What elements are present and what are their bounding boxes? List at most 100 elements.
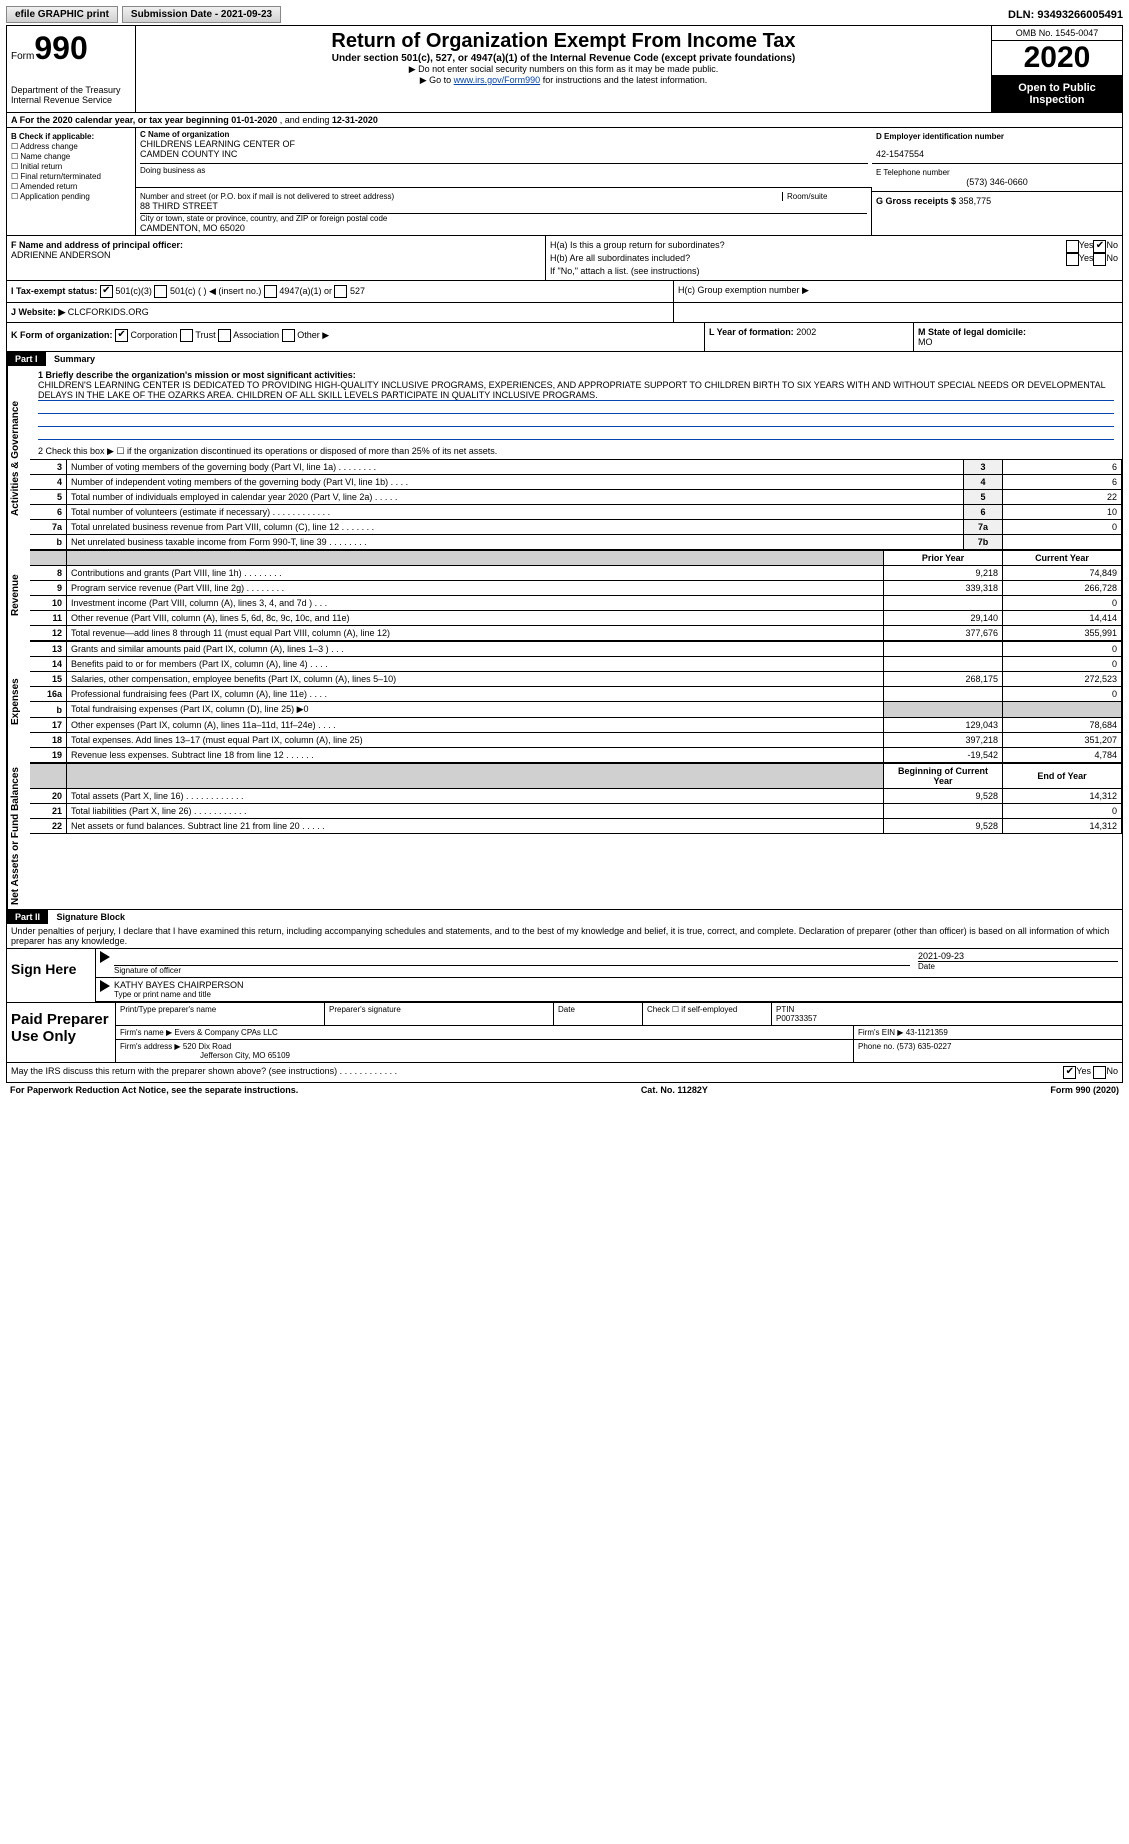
room-label: Room/suite [782,192,867,201]
firm-name-value: Evers & Company CPAs LLC [174,1028,277,1037]
section-c: C Name of organization CHILDRENS LEARNIN… [136,128,872,235]
chk-527[interactable] [334,285,347,298]
org-name-box: C Name of organization CHILDRENS LEARNIN… [136,128,872,188]
firm-addr1: 520 Dix Road [183,1042,231,1051]
meta-grid: B Check if applicable: ☐ Address change … [7,128,1122,236]
summary-gov: Activities & Governance 1 Briefly descri… [7,366,1122,550]
mission-block: 1 Briefly describe the organization's mi… [30,366,1122,444]
paid-preparer-label: Paid Preparer Use Only [7,1003,115,1062]
vtab-netassets: Net Assets or Fund Balances [7,763,30,909]
sig-name-label: Type or print name and title [114,990,1118,999]
firm-phone-value: (573) 635-0227 [897,1042,952,1051]
cb-name-change[interactable]: ☐ Name change [11,152,131,161]
hb-label: H(b) Are all subordinates included? [550,253,1066,266]
org-name-1: CHILDRENS LEARNING CENTER OF [140,139,868,149]
cb-lbl-0: Address change [20,142,78,151]
vtab-expenses: Expenses [7,641,30,763]
dln: DLN: 93493266005491 [1008,9,1123,21]
section-hc: H(c) Group exemption number ▶ [674,281,1122,302]
cb-amended[interactable]: ☐ Amended return [11,182,131,191]
line-a-prefix: A For the 2020 calendar year, or tax yea… [11,115,231,125]
chk-other[interactable] [282,329,295,342]
ha-yes-lbl: Yes [1079,240,1094,253]
opt-assoc: Association [233,330,279,340]
revenue-table: Prior YearCurrent Year8Contributions and… [30,550,1122,641]
firm-ein-value: 43-1121359 [906,1028,948,1037]
ha-no[interactable] [1093,240,1106,253]
chk-4947[interactable] [264,285,277,298]
discuss-yes[interactable] [1063,1066,1076,1079]
form-number: 990 [34,30,87,66]
dln-label: DLN: [1008,9,1037,21]
section-b-title: B Check if applicable: [11,132,94,141]
hb-no[interactable] [1093,253,1106,266]
tel-box: E Telephone number (573) 346-0660 [872,164,1122,192]
prep-date-label: Date [554,1003,643,1025]
website-value: CLCFORKIDS.ORG [68,307,149,317]
section-m: M State of legal domicile:MO [914,323,1122,351]
sign-here-row: Sign Here Signature of officer 2021-09-2… [7,949,1122,1002]
footer-right: Form 990 (2020) [1050,1085,1119,1095]
arrow-icon [100,951,110,963]
chk-501c[interactable] [154,285,167,298]
sig-officer-value[interactable] [114,951,910,966]
form-word: Form [11,51,34,62]
gross-value: 358,775 [959,196,992,206]
address-row: Number and street (or P.O. box if mail i… [136,188,872,235]
chk-assoc[interactable] [218,329,231,342]
ein-value: 42-1547554 [876,149,1118,159]
open-to-public: Open to Public Inspection [992,76,1122,112]
section-f: F Name and address of principal officer:… [7,236,546,280]
goto-note: ▶ Go to www.irs.gov/Form990 for instruct… [140,75,987,86]
discuss-no[interactable] [1093,1066,1106,1079]
sig-officer-line: Signature of officer 2021-09-23 Date [96,949,1122,978]
part-i-tag: Part I [7,352,46,366]
goto-pre: ▶ Go to [420,75,454,85]
hb-no-lbl: No [1106,253,1118,266]
part-ii-tag: Part II [7,910,48,924]
section-h: H(a) Is this a group return for subordin… [546,236,1122,280]
mission-blank1 [38,401,1114,414]
city-label: City or town, state or province, country… [140,214,867,223]
ptin-label: PTIN [776,1005,1118,1014]
chk-trust[interactable] [180,329,193,342]
efile-button[interactable]: efile GRAPHIC print [6,6,118,23]
gross-box: G Gross receipts $ 358,775 [872,192,1122,210]
chk-501c3[interactable] [100,285,113,298]
arrow-icon-2 [100,980,110,992]
discuss-no-lbl: No [1106,1066,1118,1079]
cb-app-pending[interactable]: ☐ Application pending [11,192,131,201]
cb-lbl-5: Application pending [20,192,90,201]
dln-value: 93493266005491 [1037,9,1123,21]
cb-address-change[interactable]: ☐ Address change [11,142,131,151]
governance-table: 3Number of voting members of the governi… [30,459,1122,550]
summary-exp: Expenses 13Grants and similar amounts pa… [7,641,1122,763]
form-subtitle: Under section 501(c), 527, or 4947(a)(1)… [140,53,987,64]
opt-4947: 4947(a)(1) or [279,286,332,296]
officer-name: ADRIENNE ANDERSON [11,250,541,260]
submission-button[interactable]: Submission Date - 2021-09-23 [122,6,281,23]
cb-initial-return[interactable]: ☐ Initial return [11,162,131,171]
hb-yes[interactable] [1066,253,1079,266]
line-a: A For the 2020 calendar year, or tax yea… [7,113,1122,128]
part-i-title: Summary [48,354,95,364]
cb-lbl-4: Amended return [20,182,77,191]
footer-mid: Cat. No. 11282Y [641,1085,708,1095]
part-i-header: Part I Summary [7,352,1122,366]
section-j: J Website: ▶ CLCFORKIDS.ORG [7,303,674,322]
header-left: Form990 Department of the Treasury Inter… [7,26,136,112]
ha-yes[interactable] [1066,240,1079,253]
dept-treasury: Department of the Treasury Internal Reve… [11,85,131,105]
k-label: K Form of organization: [11,330,113,340]
cb-final-return[interactable]: ☐ Final return/terminated [11,172,131,181]
summary-rev: Revenue Prior YearCurrent Year8Contribut… [7,550,1122,641]
cb-lbl-3: Final return/terminated [20,172,100,181]
irs-link[interactable]: www.irs.gov/Form990 [454,75,541,85]
vtab-revenue: Revenue [7,550,30,641]
city-value: CAMDENTON, MO 65020 [140,223,867,233]
ha-label: H(a) Is this a group return for subordin… [550,240,1066,253]
firm-addr2: Jefferson City, MO 65109 [120,1051,849,1060]
opt-501c: 501(c) ( ) ◀ (insert no.) [170,286,261,296]
chk-corp[interactable] [115,329,128,342]
section-j-r [674,303,1122,322]
